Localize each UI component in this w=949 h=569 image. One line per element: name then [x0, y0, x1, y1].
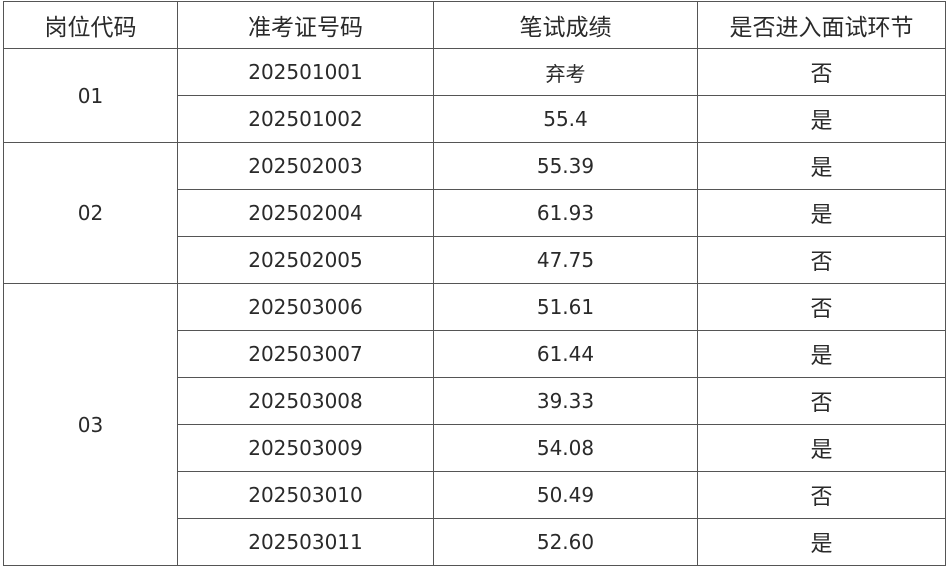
- ticket-number-cell: 202503010: [177, 471, 434, 519]
- interview-cell: 否: [697, 377, 946, 425]
- score-cell: 47.75: [433, 236, 698, 284]
- interview-cell: 是: [697, 95, 946, 143]
- ticket-number-cell: 202503009: [177, 424, 434, 472]
- header-interview: 是否进入面试环节: [697, 1, 946, 49]
- score-cell: 54.08: [433, 424, 698, 472]
- score-cell: 61.44: [433, 330, 698, 378]
- score-cell: 51.61: [433, 283, 698, 331]
- table-row: 202503010 50.49 否: [4, 471, 946, 519]
- table-row: 202501002 55.4 是: [4, 95, 946, 143]
- ticket-number-cell: 202502005: [177, 236, 434, 284]
- ticket-number-cell: 202502004: [177, 189, 434, 237]
- ticket-number-cell: 202502003: [177, 142, 434, 190]
- interview-cell: 是: [697, 330, 946, 378]
- score-cell: 55.4: [433, 95, 698, 143]
- table-row: 202503011 52.60 是: [4, 518, 946, 566]
- score-cell: 52.60: [433, 518, 698, 566]
- position-code-cell: 02: [3, 142, 178, 284]
- score-cell: 61.93: [433, 189, 698, 237]
- interview-cell: 是: [697, 424, 946, 472]
- score-cell: 55.39: [433, 142, 698, 190]
- ticket-number-cell: 202503007: [177, 330, 434, 378]
- interview-cell: 否: [697, 283, 946, 331]
- ticket-number-cell: 202503011: [177, 518, 434, 566]
- table-row: 03 202503006 51.61 否: [3, 283, 946, 566]
- table-row: 01 202501001 弃考否: [3, 48, 946, 143]
- table-row: 202502005 47.75 否: [4, 236, 946, 284]
- interview-cell: 否: [697, 236, 946, 284]
- position-code-cell: 03: [3, 283, 178, 566]
- header-ticket-number: 准考证号码: [177, 1, 434, 49]
- score-cell: 50.49: [433, 471, 698, 519]
- score-cell: 弃考: [433, 48, 698, 96]
- header-written-score: 笔试成绩: [433, 1, 698, 49]
- interview-cell: 否: [697, 48, 946, 96]
- header-position-code: 岗位代码: [3, 1, 178, 49]
- table-row: 02 202502003 55.39 是: [3, 142, 946, 284]
- ticket-number-cell: 202501001: [177, 48, 434, 96]
- results-table: 岗位代码 准考证号码 笔试成绩 是否进入面试环节 01 202501001 弃考否 2…: [3, 1, 946, 566]
- score-cell: 39.33: [433, 377, 698, 425]
- table-row: 202503009 54.08 是: [4, 424, 946, 472]
- interview-cell: 否: [697, 471, 946, 519]
- ticket-number-cell: 202501002: [177, 95, 434, 143]
- header-row: 岗位代码 准考证号码 笔试成绩 是否进入面试环节: [3, 1, 946, 49]
- interview-cell: 是: [697, 518, 946, 566]
- ticket-number-cell: 202503008: [177, 377, 434, 425]
- position-code-cell: 01: [3, 48, 178, 143]
- ticket-number-cell: 202503006: [177, 283, 434, 331]
- interview-cell: 是: [697, 142, 946, 190]
- interview-cell: 是: [697, 189, 946, 237]
